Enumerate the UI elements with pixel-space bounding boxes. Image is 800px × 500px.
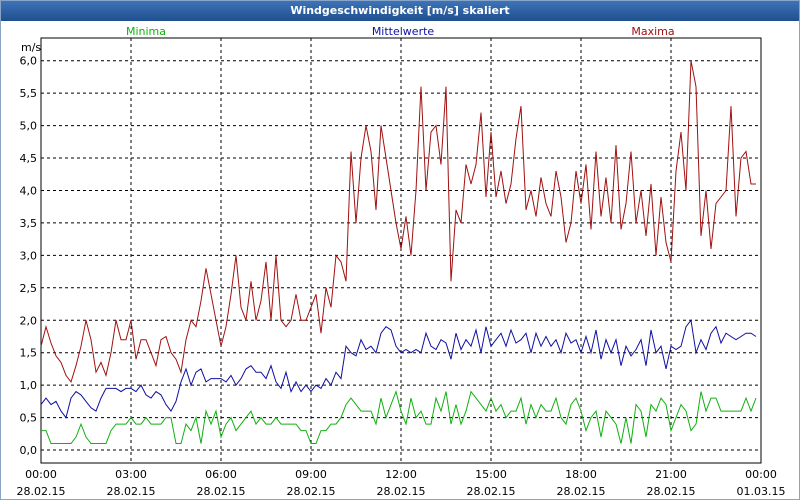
x-tick-label: 03:00 28.02.15 [106,468,156,498]
x-tick-label: 12:00 28.02.15 [376,468,426,498]
x-tick-label: 15:00 28.02.15 [466,468,516,498]
y-tick-label: 0,0 [20,444,38,457]
y-tick-label: 3,0 [20,249,38,262]
y-tick-label: 2,5 [20,282,38,295]
x-tick-label: 00:00 28.02.15 [16,468,66,498]
legend-entry: Mittelwerte [372,25,435,38]
y-tick-label: 2,0 [20,314,38,327]
x-tick-label: 00:00 01.03.15 [736,468,786,498]
data-line [40,319,757,419]
x-tick-label: 21:00 28.02.15 [646,468,696,498]
data-line [40,60,756,383]
legend-entry: Minima [126,25,166,38]
y-axis-label: m/s [21,41,41,54]
y-tick-label: 4,5 [20,152,38,165]
plot-frame [40,37,762,464]
x-tick-label: 09:00 28.02.15 [286,468,336,498]
y-tick-label: 1,0 [20,379,38,392]
data-line [41,389,757,444]
legend-entry: Maxima [631,25,674,38]
y-tick-label: 3,5 [20,217,38,230]
y-tick-label: 5,5 [20,87,38,100]
y-tick-label: 4,0 [20,184,38,197]
x-tick-label: 18:00 28.02.15 [556,468,606,498]
y-tick-label: 1,5 [20,347,38,360]
x-tick-label: 06:00 28.02.15 [196,468,246,498]
y-tick-label: 6,0 [20,55,38,68]
y-tick-label: 5,0 [20,120,38,133]
y-tick-label: 0,5 [20,412,38,425]
chart-title: Windgeschwindigkeit [m/s] skaliert [1,1,799,21]
